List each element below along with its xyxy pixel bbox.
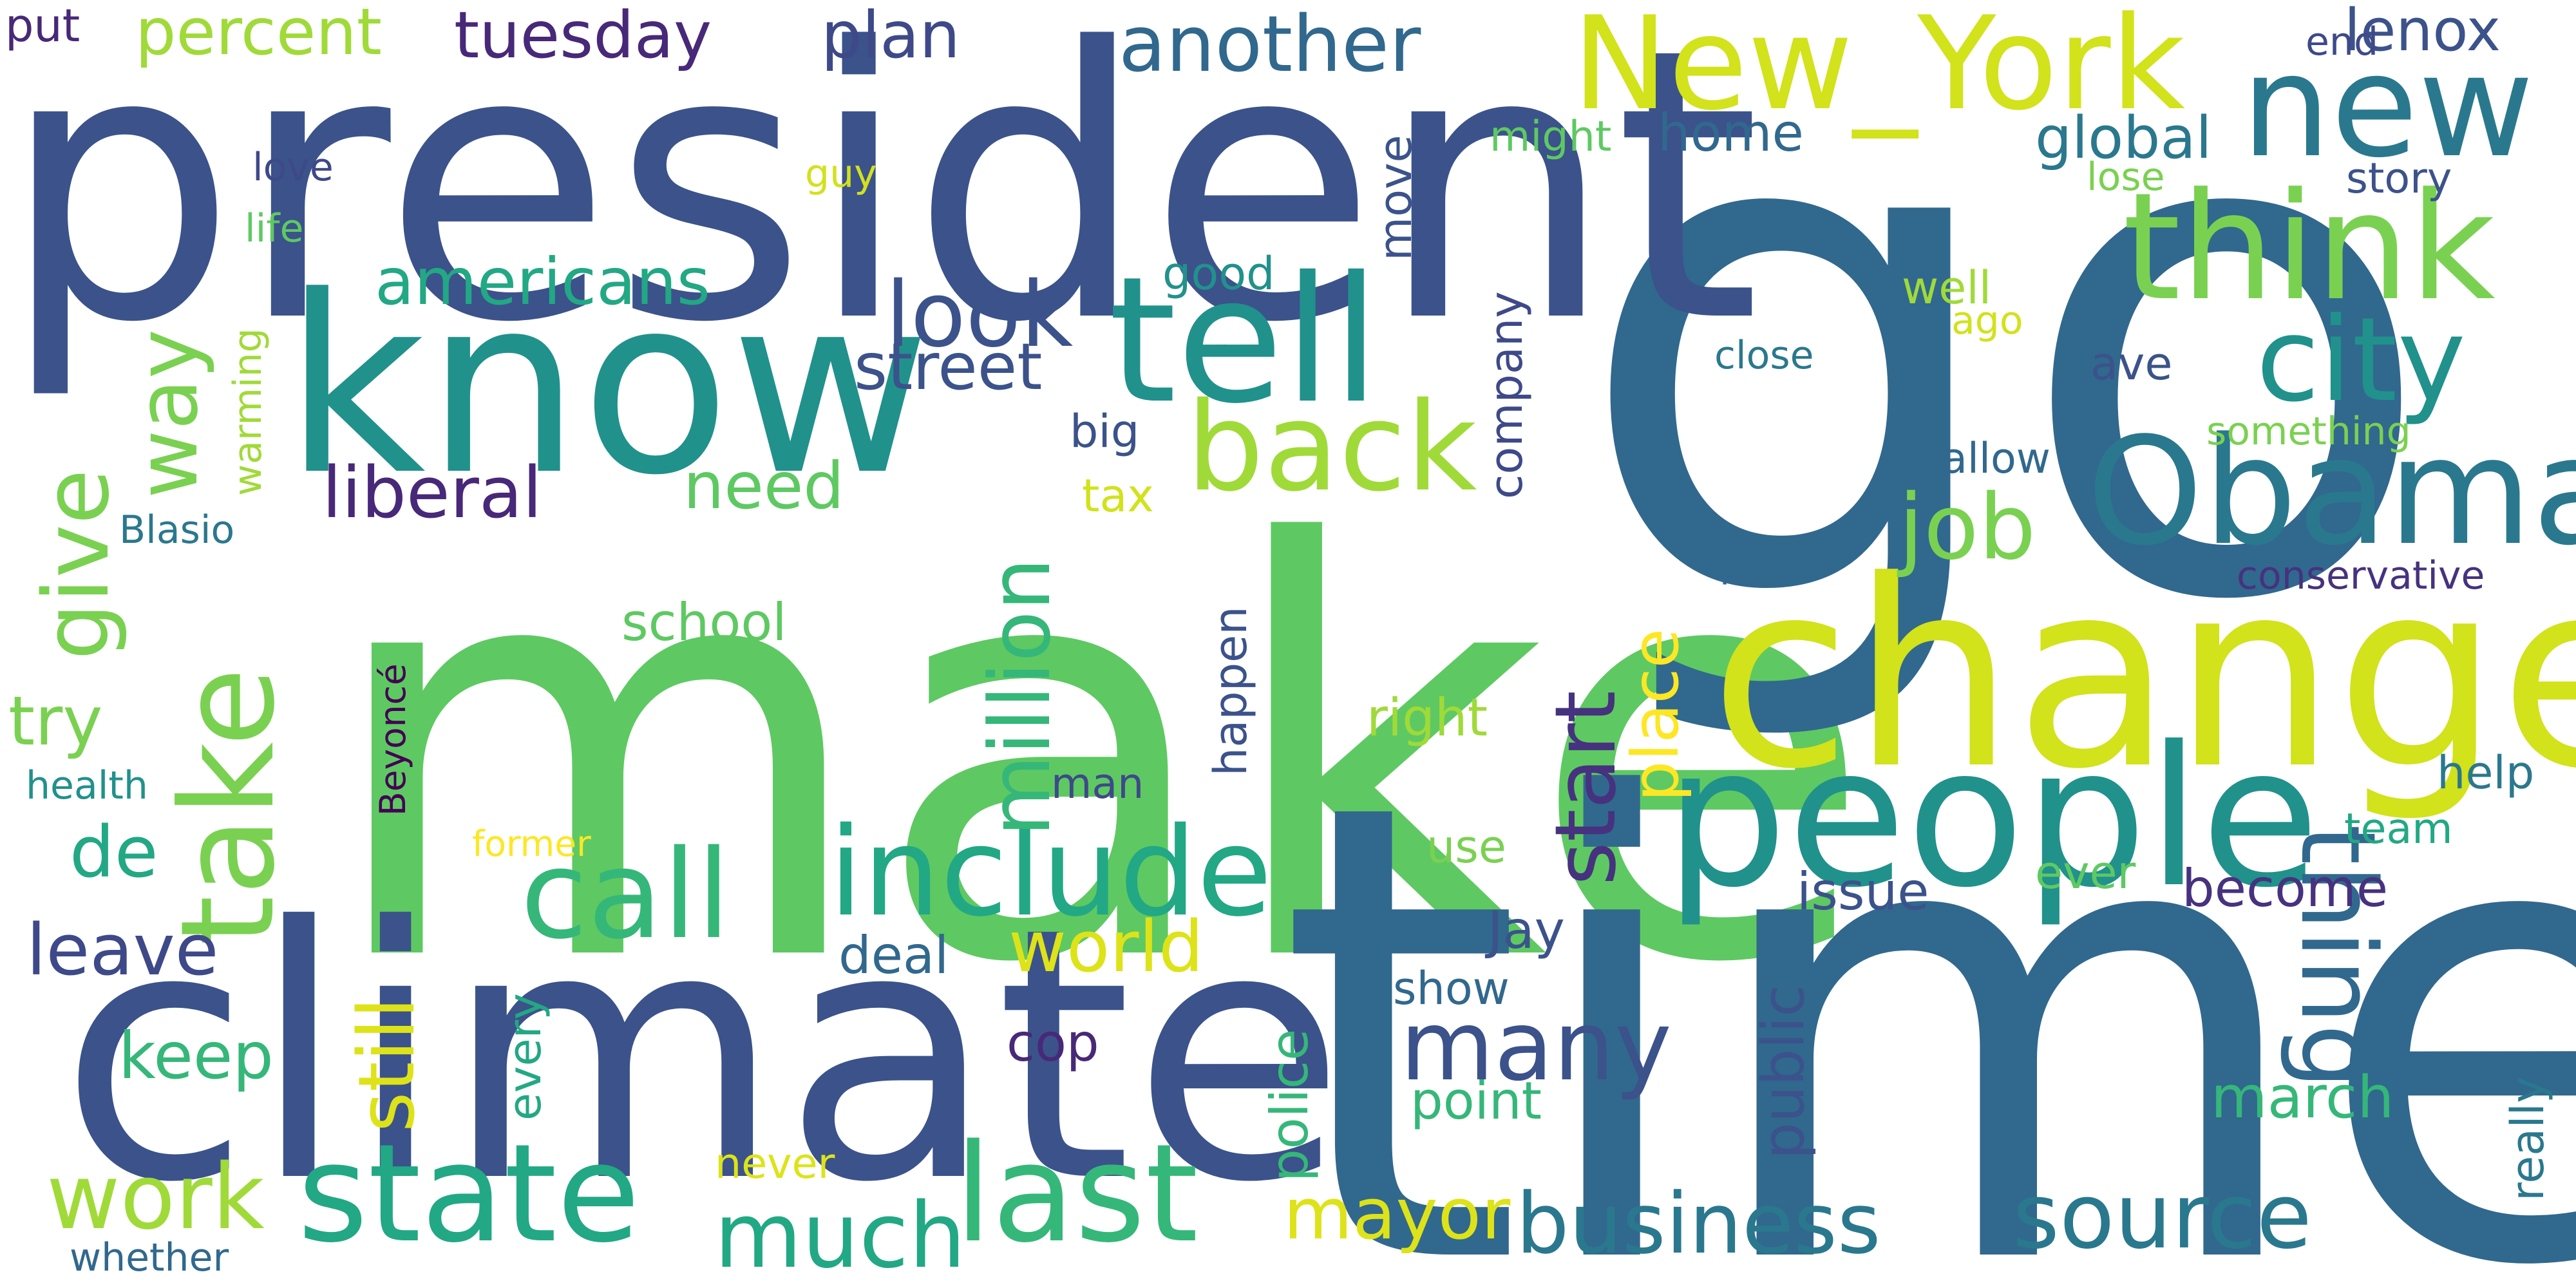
word-percent: percent: [135, 0, 383, 70]
word-lenox: lenox: [2344, 0, 2501, 64]
word-mayor: mayor: [1283, 1173, 1511, 1255]
word-story: story: [2346, 155, 2452, 203]
word-school: school: [621, 592, 787, 652]
word-team: team: [2344, 805, 2453, 853]
word-beyonce[interactable]: Beyoncé: [372, 663, 413, 816]
word-last: last: [954, 1115, 1198, 1273]
word-new: new: [2241, 24, 2534, 189]
word-tax: tax: [1082, 469, 1154, 522]
word-man: man: [1051, 760, 1144, 808]
word-give[interactable]: give: [24, 469, 129, 660]
word-something: something: [2206, 409, 2411, 454]
word-former: former: [472, 823, 591, 864]
word-post: post: [1719, 541, 1803, 586]
word-jay: Jay: [1488, 900, 1565, 960]
word-still[interactable]: still: [343, 997, 432, 1132]
word-well: well: [1902, 261, 1992, 314]
word-think: think: [2123, 162, 2496, 334]
word-allow: allow: [1942, 435, 2050, 483]
word-call: call: [520, 824, 731, 966]
word-deal: deal: [838, 925, 949, 985]
word-business: business: [1516, 1175, 1881, 1273]
word-help: help: [2437, 746, 2535, 799]
word-health: health: [26, 763, 148, 808]
word-cop: cop: [1007, 1013, 1099, 1073]
word-point: point: [1410, 1071, 1542, 1131]
word-need: need: [683, 448, 844, 524]
word-move[interactable]: move: [1369, 135, 1422, 261]
word-americans: americans: [375, 244, 710, 319]
word-right: right: [1367, 688, 1488, 748]
word-global: global: [2035, 104, 2212, 172]
word-happen[interactable]: happen: [1204, 606, 1257, 776]
word-become: become: [2182, 858, 2389, 918]
word-go: go: [1572, 0, 2439, 752]
word-whether: whether: [70, 1235, 229, 1280]
word-world: world: [1009, 905, 1204, 988]
word-love: love: [252, 145, 334, 190]
word-put: put: [5, 0, 80, 52]
word-march: march: [2211, 1064, 2394, 1132]
word-street: street: [854, 329, 1043, 404]
word-ave: ave: [2090, 337, 2173, 390]
word-company[interactable]: company: [1480, 291, 1533, 499]
word-president: president: [0, 0, 1761, 404]
word-place[interactable]: place: [1618, 628, 1693, 802]
word-job: job: [1899, 475, 2036, 580]
word-never: never: [715, 1140, 835, 1188]
word-city: city: [2256, 293, 2467, 428]
word-obama: Obama: [2087, 406, 2576, 578]
word-another: another: [1119, 0, 1421, 90]
word-include: include: [829, 801, 1273, 943]
word-police[interactable]: police: [1260, 1028, 1320, 1182]
word-state: state: [298, 1115, 640, 1273]
word-end: end: [2306, 19, 2379, 64]
word-guy: guy: [805, 151, 877, 196]
word-warming[interactable]: warming: [225, 328, 270, 496]
word-time: time: [1276, 669, 2576, 1288]
word-people: people: [1665, 705, 2320, 930]
word-show: show: [1393, 962, 1510, 1015]
word-work: work: [46, 1145, 265, 1250]
word-back: back: [1186, 376, 1477, 518]
word-tuesday: tuesday: [454, 0, 712, 73]
word-issue: issue: [1797, 862, 1929, 922]
word-public[interactable]: public: [1750, 985, 1817, 1159]
word-source: source: [2012, 1164, 2312, 1269]
word-home: home: [1658, 103, 1804, 163]
word-really[interactable]: really: [2501, 1076, 2554, 1201]
word-might: might: [1490, 113, 1612, 161]
word-conservative: conservative: [2237, 553, 2485, 598]
word-try: try: [8, 682, 103, 761]
word-change: change: [1710, 526, 2576, 826]
word-new-york: New_York: [1572, 0, 2186, 139]
word-know: know: [284, 243, 931, 529]
word-way[interactable]: way: [118, 329, 216, 498]
word-keep: keep: [118, 1018, 274, 1094]
word-million[interactable]: million: [971, 557, 1069, 837]
word-tell: tell: [1108, 239, 1381, 442]
word-take[interactable]: take: [153, 667, 303, 946]
word-plan: plan: [821, 0, 960, 73]
word-climate: climate: [59, 854, 1346, 1258]
word-many: many: [1400, 990, 1672, 1103]
word-good: good: [1162, 247, 1275, 300]
word-every[interactable]: every: [498, 993, 551, 1121]
word-big: big: [1070, 405, 1140, 458]
word-ever: ever: [2035, 846, 2136, 899]
word-liberal: liberal: [322, 451, 542, 534]
word-use: use: [1426, 820, 1506, 873]
word-life: life: [245, 206, 304, 251]
word-lose: lose: [2087, 155, 2165, 200]
word-close: close: [1714, 333, 1814, 378]
word-blasio: Blasio: [119, 507, 235, 553]
word-make: make: [320, 426, 1877, 1086]
word-start[interactable]: start: [1537, 690, 1634, 886]
word-ago: ago: [1951, 298, 2023, 343]
word-look: look: [886, 263, 1074, 368]
word-leave: leave: [26, 909, 219, 991]
word-de: de: [70, 811, 158, 893]
word-much: much: [714, 1184, 966, 1288]
